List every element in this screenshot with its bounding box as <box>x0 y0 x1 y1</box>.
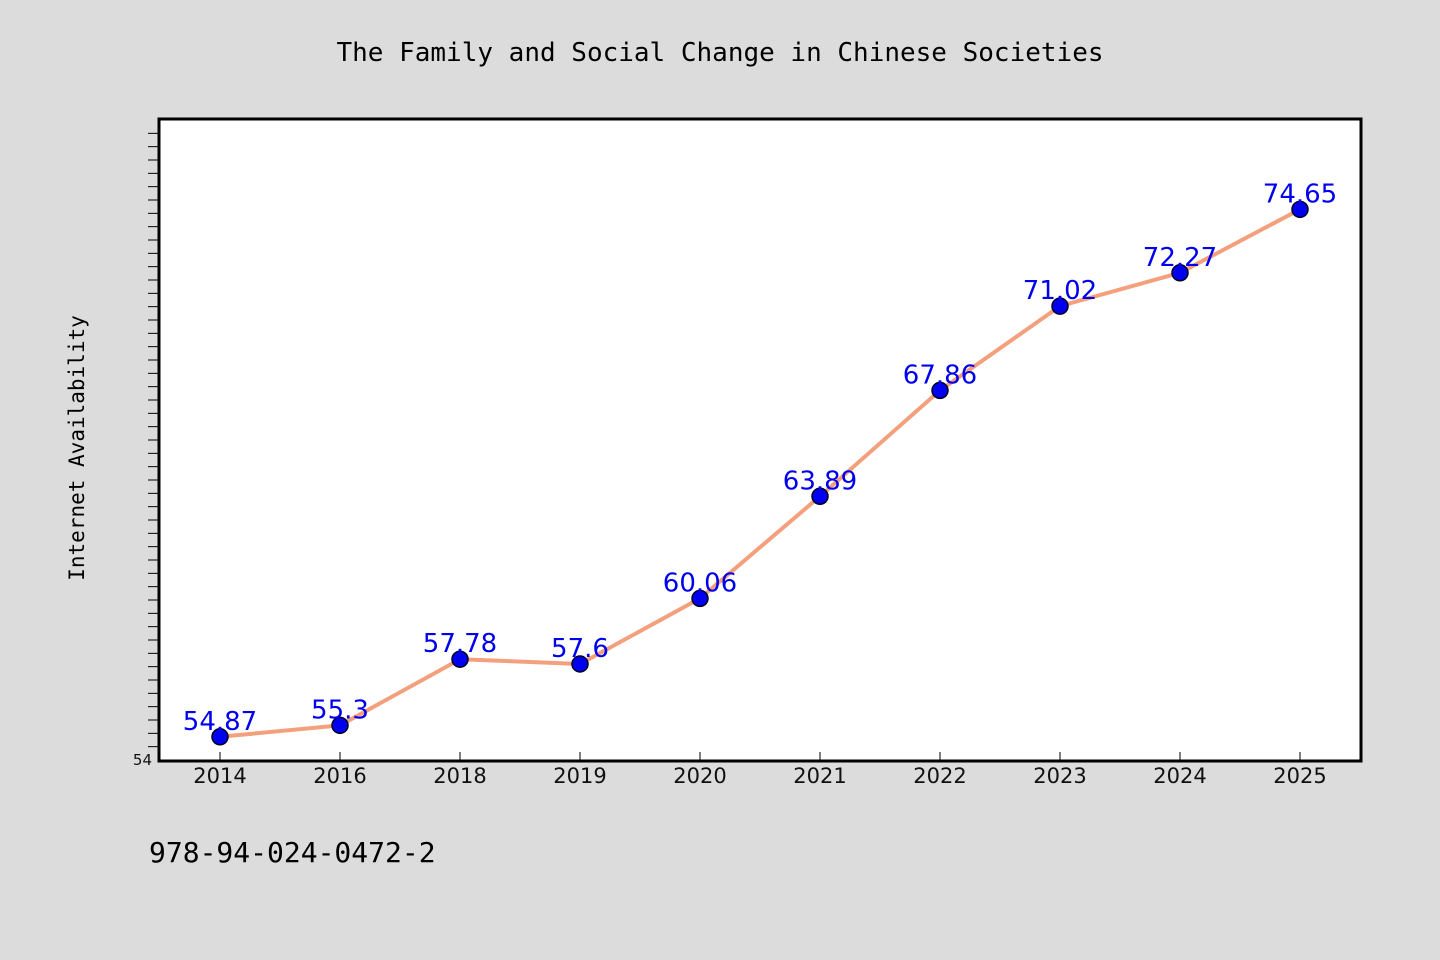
data-point <box>211 728 229 746</box>
data-label: 63.89 <box>783 466 857 496</box>
data-label: 67.86 <box>903 360 977 390</box>
data-label: 71.02 <box>1023 276 1097 306</box>
x-tick-label: 2016 <box>313 764 366 788</box>
data-labels: 54.87 55.3 57.78 57.6 60.06 63.89 67.86 71.02 72… <box>183 179 1337 736</box>
y-axis-label: Internet Availability <box>65 315 89 581</box>
x-tick-label: 2023 <box>1033 764 1086 788</box>
x-tick-label: 2014 <box>193 764 246 788</box>
data-label: 60.06 <box>663 568 737 598</box>
y-tick-label: 54 <box>133 751 152 769</box>
data-point <box>691 589 709 608</box>
data-label: 57.78 <box>423 629 497 659</box>
x-tick-label: 2024 <box>1153 764 1206 788</box>
plot-area <box>157 117 1363 763</box>
x-axis-ticks: 2014 2016 2018 2019 2020 2021 2022 2023 2024 2025 <box>193 752 1327 788</box>
x-tick-label: 2020 <box>673 764 726 788</box>
data-point <box>331 716 349 735</box>
data-label: 57.6 <box>551 634 609 664</box>
x-tick-label: 2019 <box>553 764 606 788</box>
data-point <box>811 487 829 506</box>
data-label: 54.87 <box>183 707 257 737</box>
x-tick-label: 2018 <box>433 764 486 788</box>
data-label: 72.27 <box>1143 243 1217 273</box>
data-points <box>211 200 1309 746</box>
data-point <box>451 650 469 668</box>
data-point <box>1171 264 1189 282</box>
data-label: 55.3 <box>311 695 369 725</box>
x-tick-label: 2022 <box>913 764 966 788</box>
data-label: 74.65 <box>1263 179 1337 209</box>
series-line-group <box>219 207 1301 739</box>
x-tick-label: 2025 <box>1273 764 1326 788</box>
x-tick-label: 2021 <box>793 764 846 788</box>
y-axis-ticks: 54 <box>133 132 160 769</box>
chart-title: The Family and Social Change in Chinese … <box>336 38 1103 68</box>
data-point <box>571 655 589 673</box>
data-point <box>1291 200 1309 219</box>
data-point <box>1051 297 1069 315</box>
isbn-footer: 978-94-024-0472-2 <box>149 836 436 869</box>
series-line <box>219 207 1301 739</box>
data-point <box>931 381 949 400</box>
